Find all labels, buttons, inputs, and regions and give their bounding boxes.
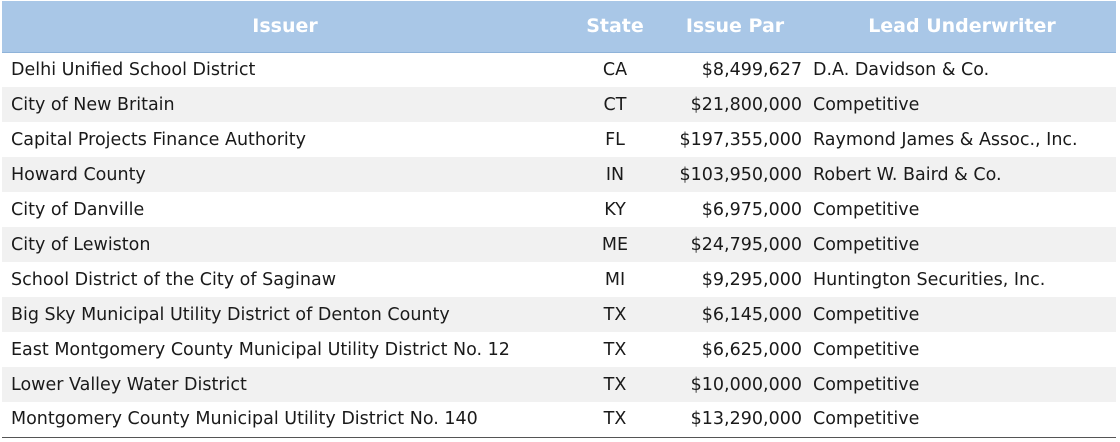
lead-underwriter-cell: Competitive [813, 339, 920, 360]
table-row: City of New Britain CT $21,800,000 Compe… [2, 87, 1116, 122]
state-cell: TX [568, 402, 662, 438]
state-cell: TX [603, 374, 627, 395]
issuer-cell: School District of the City of Saginaw [11, 269, 337, 290]
table-row: City of Danville KY $6,975,000 Competiti… [2, 192, 1116, 227]
issue-par-cell: $8,499,627 [701, 59, 802, 80]
column-header-issuer[interactable]: Issuer [2, 1, 568, 53]
state-cell: CT [603, 94, 627, 115]
table-row: Montgomery County Municipal Utility Dist… [2, 402, 1116, 438]
issuer-cell: Delhi Unified School District [11, 59, 256, 80]
issue-par-cell: $9,295,000 [701, 269, 802, 290]
table-row: City of Lewiston ME $24,795,000 Competit… [2, 227, 1116, 262]
column-header-issue-par[interactable]: Issue Par [662, 1, 808, 53]
issue-par-cell: $6,625,000 [701, 339, 802, 360]
column-header-state[interactable]: State [568, 1, 662, 53]
issue-par-cell: $24,795,000 [690, 234, 802, 255]
issue-par-cell: $21,800,000 [690, 94, 802, 115]
state-cell: MI [604, 269, 626, 290]
state-cell: KY [604, 199, 626, 220]
issuer-cell: City of Danville [11, 199, 145, 220]
state-cell: CA [602, 59, 628, 80]
table-header: Issuer State Issue Par Lead Underwriter [2, 1, 1116, 53]
issue-par-cell: $10,000,000 [690, 374, 802, 395]
issuer-cell: Big Sky Municipal Utility District of De… [11, 304, 450, 325]
state-cell: FL [605, 129, 625, 150]
table-body: Delhi Unified School District CA $8,499,… [2, 52, 1116, 438]
issuer-cell: Howard County [11, 164, 146, 185]
issuer-cell: East Montgomery County Municipal Utility… [11, 339, 510, 360]
column-header-lead-underwriter[interactable]: Lead Underwriter [808, 1, 1116, 53]
lead-underwriter-cell: D.A. Davidson & Co. [813, 59, 990, 80]
state-cell: TX [603, 339, 627, 360]
issuer-cell: Lower Valley Water District [11, 374, 247, 395]
lead-underwriter-cell: Competitive [813, 374, 920, 395]
lead-underwriter-cell: Competitive [813, 304, 920, 325]
state-cell: ME [601, 234, 629, 255]
table-row: Howard County IN $103,950,000 Robert W. … [2, 157, 1116, 192]
lead-underwriter-cell: Huntington Securities, Inc. [813, 269, 1046, 290]
header-row: Issuer State Issue Par Lead Underwriter [2, 1, 1116, 53]
lead-underwriter-cell: Raymond James & Assoc., Inc. [813, 129, 1078, 150]
state-cell: IN [605, 164, 625, 185]
issue-par-cell: $13,290,000 [662, 402, 808, 438]
lead-underwriter-cell: Competitive [813, 94, 920, 115]
issue-par-cell: $197,355,000 [679, 129, 802, 150]
table-row: Capital Projects Finance Authority FL $1… [2, 122, 1116, 157]
issuer-cell: Montgomery County Municipal Utility Dist… [2, 402, 568, 438]
issuer-cell: Capital Projects Finance Authority [11, 129, 306, 150]
lead-underwriter-cell: Robert W. Baird & Co. [813, 164, 1002, 185]
issue-par-cell: $6,145,000 [701, 304, 802, 325]
table-row: East Montgomery County Municipal Utility… [2, 332, 1116, 367]
issue-par-cell: $6,975,000 [701, 199, 802, 220]
issuer-cell: City of Lewiston [11, 234, 151, 255]
lead-underwriter-cell: Competitive [813, 234, 920, 255]
lead-underwriter-cell: Competitive [808, 402, 1116, 438]
table-row: Lower Valley Water District TX $10,000,0… [2, 367, 1116, 402]
table-row: Delhi Unified School District CA $8,499,… [2, 52, 1116, 87]
issuer-cell: City of New Britain [11, 94, 175, 115]
state-cell: TX [603, 304, 627, 325]
lead-underwriter-cell: Competitive [813, 199, 920, 220]
issue-par-cell: $103,950,000 [679, 164, 802, 185]
table-row: School District of the City of Saginaw M… [2, 262, 1116, 297]
table-row: Big Sky Municipal Utility District of De… [2, 297, 1116, 332]
